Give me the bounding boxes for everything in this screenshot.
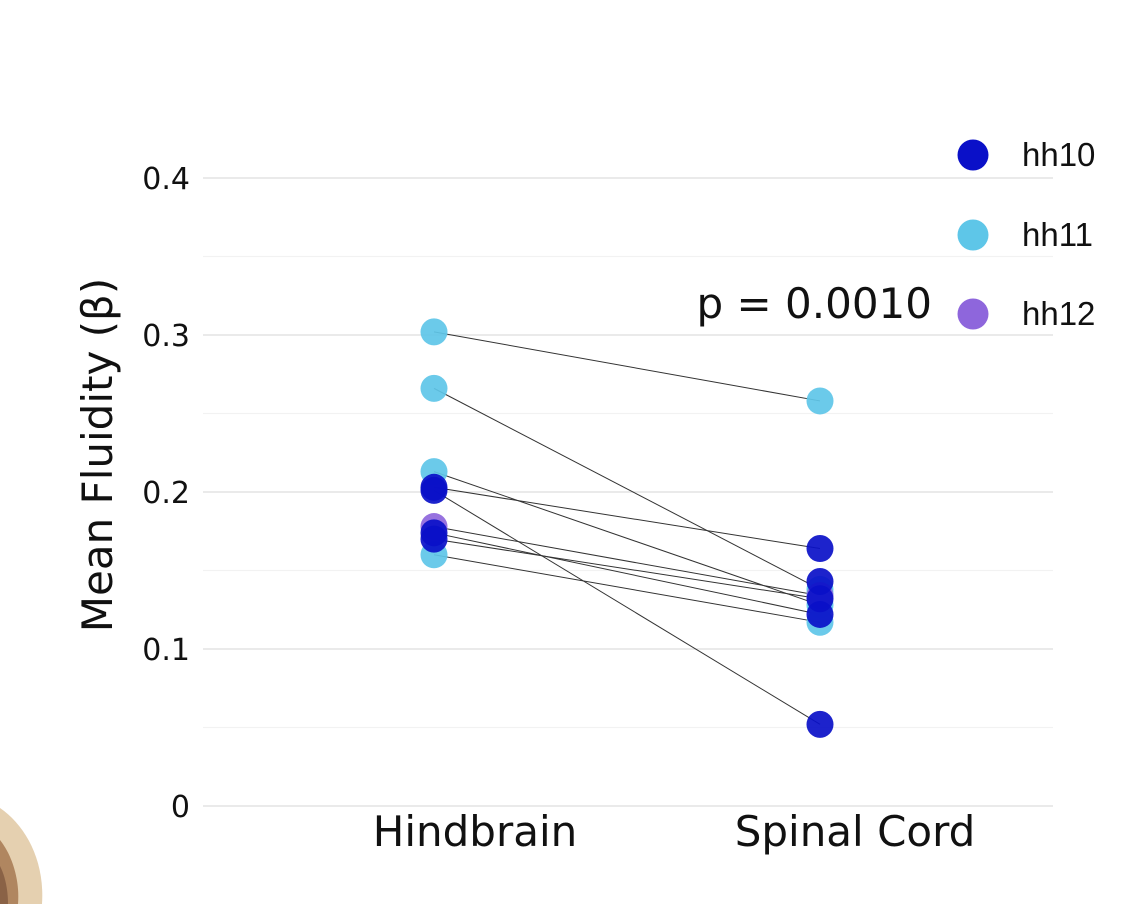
pair-line	[433, 331, 821, 402]
pair-line	[433, 538, 821, 600]
legend-label-hh11: hh11	[1022, 216, 1093, 253]
y-tick-label: 0.3	[142, 319, 190, 354]
legend: hh10 hh11 hh12	[957, 136, 1095, 332]
legend-marker-hh12	[957, 298, 989, 330]
gridlines	[203, 177, 1053, 807]
y-axis-ticks: 0 0.1 0.2 0.3 0.4	[142, 162, 190, 825]
x-category-label: Spinal Cord	[735, 807, 976, 856]
y-tick-label: 0.1	[142, 633, 190, 668]
pair-line	[433, 490, 821, 725]
pair-line	[433, 532, 821, 615]
x-axis-categories: Hindbrain Spinal Cord	[373, 807, 976, 856]
data-point-hh10	[806, 710, 834, 738]
legend-marker-hh10	[957, 139, 989, 171]
pair-line	[433, 486, 821, 550]
y-tick-label: 0.4	[142, 162, 190, 197]
legend-label-hh12: hh12	[1022, 295, 1095, 332]
p-value-annotation: p = 0.0010	[696, 279, 932, 328]
corner-decoration	[0, 808, 43, 904]
x-category-label: Hindbrain	[373, 807, 577, 856]
pair-lines	[433, 331, 821, 725]
pair-line	[433, 387, 821, 590]
y-axis-title: Mean Fluidity (β)	[73, 278, 122, 632]
legend-marker-hh11	[957, 219, 989, 251]
y-tick-label: 0.2	[142, 476, 190, 511]
data-point-hh10	[806, 567, 834, 595]
legend-label-hh10: hh10	[1022, 136, 1095, 173]
data-point-hh11	[806, 387, 834, 415]
data-point-hh11	[420, 318, 448, 346]
data-point-hh10	[420, 476, 448, 504]
pair-line	[433, 526, 821, 597]
data-point-hh10	[420, 525, 448, 553]
data-point-hh10	[806, 535, 834, 563]
y-tick-label: 0	[171, 790, 190, 825]
pair-line	[433, 554, 821, 623]
data-point-hh11	[420, 374, 448, 402]
data-points	[420, 318, 834, 738]
pair-line	[433, 471, 821, 606]
